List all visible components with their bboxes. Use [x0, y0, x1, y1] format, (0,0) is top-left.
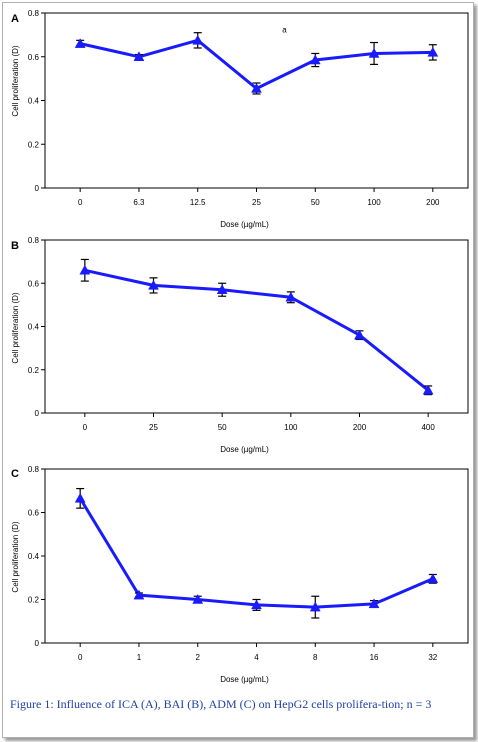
panel-c-data-point — [133, 589, 145, 600]
panel-a-label: A — [11, 13, 19, 25]
panel-a-series-line — [79, 38, 433, 90]
panel-c-y-tick-label: 0.2 — [28, 596, 40, 605]
panel-c-x-axis-title: Dose (µg/mL) — [220, 675, 269, 684]
panel-a-plot-frame — [44, 12, 469, 189]
panel-b-data-point — [285, 291, 297, 302]
panel-a-data-point — [251, 82, 262, 93]
panel-b-series-line — [84, 268, 430, 392]
panel-b-label: B — [11, 240, 19, 252]
panel-c-plot-frame — [44, 468, 469, 644]
panel-b-y-tick-label: 0.2 — [28, 366, 40, 375]
panel-a-x-tick-label: 6.3 — [133, 198, 145, 207]
panel-b-data-point — [148, 279, 159, 290]
panel-c-x-tick-label: 1 — [137, 653, 142, 662]
panel-b-y-axis-title: Cell proliferation (D) — [11, 292, 20, 363]
panel-c-data-point — [74, 492, 86, 503]
panel-a-y-tick-label: 0.8 — [28, 9, 40, 18]
panel-c-y-tick-label: 0.6 — [28, 509, 40, 518]
panel-c-x-tick-label: 8 — [313, 653, 318, 662]
panel-c-data-point — [251, 599, 262, 610]
panel-a-x-tick-label: 50 — [311, 198, 320, 207]
panel-a-y-axis-title: Cell proliferation (D) — [11, 45, 20, 116]
panel-c-label: C — [11, 468, 19, 480]
panel-a-annotation: a — [282, 26, 287, 35]
panel-b-data-point — [354, 329, 365, 340]
panel-b-data-point — [79, 264, 91, 275]
panel-a-y-tick-label: 0.6 — [28, 53, 40, 62]
panel-b-x-tick-label: 25 — [149, 423, 158, 432]
panel-b-x-tick-label: 400 — [421, 423, 435, 432]
panel-c-data-point — [368, 598, 380, 609]
panel-b-data-point — [216, 284, 228, 294]
panel-a-data-point — [192, 34, 204, 45]
panel-a-y-tick-label: 0.2 — [28, 140, 40, 149]
panel-a-data-point — [133, 51, 145, 61]
panel-b-x-tick-label: 0 — [83, 423, 88, 432]
panel-c-y-axis-title: Cell proliferation (D) — [11, 521, 20, 592]
panel-c-x-tick-label: 32 — [428, 653, 437, 662]
panel-a-x-tick-label: 25 — [252, 198, 261, 207]
panel-b-x-tick-label: 50 — [218, 423, 227, 432]
panel-a-data-point — [368, 47, 380, 58]
panel-c-x-tick-label: 2 — [195, 653, 200, 662]
panel-b-x-tick-label: 100 — [284, 423, 298, 432]
panel-a-y-tick-label: 0.4 — [28, 97, 40, 106]
panel-b-x-tick-label: 200 — [353, 423, 367, 432]
panel-c-x-tick-label: 4 — [254, 653, 259, 662]
panel-c-x-tick-label: 16 — [370, 653, 379, 662]
figure-caption: Figure 1: Influence of ICA (A), BAI (B),… — [10, 697, 432, 711]
panel-b-y-tick-label: 0.8 — [28, 236, 40, 245]
panel-a-x-tick-label: 100 — [367, 198, 381, 207]
panel-a-data-point — [309, 54, 321, 65]
panel-b-y-tick-label: 0.4 — [28, 323, 40, 332]
figure-frame: A 0 0.2 0.4 0.6 0.8 0 6.3 12.5 25 50 100 200 Dose (µg… — [2, 2, 474, 738]
panel-c-series-line — [78, 497, 434, 609]
panel-b-y-tick-label: 0 — [35, 409, 40, 418]
panel-a-x-axis-title: Dose (µg/mL) — [220, 220, 269, 229]
panel-c-data-point — [309, 601, 321, 612]
panel-a-data-point — [427, 46, 439, 57]
panel-a-data-point — [74, 38, 86, 48]
panel-a-x-tick-label: 200 — [426, 198, 440, 207]
panel-a-x-tick-label: 12.5 — [190, 198, 206, 207]
panel-a-x-tick-label: 0 — [78, 198, 83, 207]
panel-c-x-tick-label: 0 — [78, 653, 83, 662]
panel-c-y-tick-label: 0 — [35, 639, 40, 648]
panel-c-y-tick-label: 0.4 — [28, 552, 40, 561]
panel-b-data-point — [422, 384, 434, 395]
panel-c-y-tick-label: 0.8 — [28, 465, 40, 474]
panel-b-x-axis-title: Dose (µg/mL) — [220, 445, 269, 454]
panel-b-plot-frame — [44, 239, 469, 414]
panel-a-y-tick-label: 0 — [35, 184, 40, 193]
panel-c-data-point — [192, 593, 204, 604]
panel-c-data-point — [427, 573, 439, 584]
panel-b-y-tick-label: 0.6 — [28, 279, 40, 288]
